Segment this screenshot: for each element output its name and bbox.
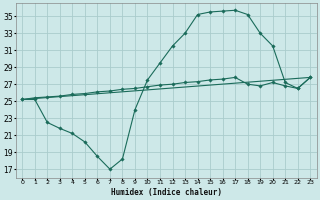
X-axis label: Humidex (Indice chaleur): Humidex (Indice chaleur) bbox=[111, 188, 222, 197]
